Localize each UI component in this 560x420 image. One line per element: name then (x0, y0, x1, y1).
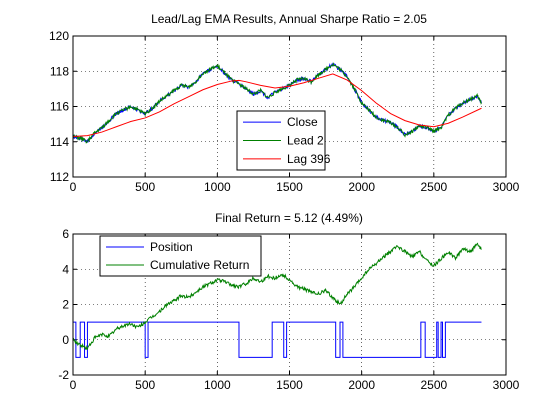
bottom-chart: Final Return = 5.12 (4.49%) 0 500 1000 1500… (58, 211, 519, 392)
bottom-y-tick-label: 4 (62, 262, 69, 276)
top-chart: Lead/Lag EMA Results, Annual Sharpe Rati… (49, 12, 520, 194)
top-x-tick-label: 1500 (276, 180, 303, 194)
bottom-x-tick-label: 3000 (493, 378, 520, 392)
bottom-legend-box (99, 235, 262, 277)
top-x-tick-label: 2000 (348, 180, 375, 194)
top-y-tick-label: 120 (49, 29, 69, 43)
top-y-tick-label: 112 (50, 170, 69, 184)
bottom-x-tick-label: 1000 (204, 378, 231, 392)
top-legend: Close Lead 2 Lag 396 (236, 110, 331, 171)
bottom-x-tick-label: 2000 (348, 378, 375, 392)
bottom-x-tick-label: 1500 (276, 378, 303, 392)
bottom-legend-label-cumulative-return: Cumulative Return (150, 258, 249, 272)
top-series-lag-396 (73, 73, 482, 137)
top-y-tick-label: 114 (50, 135, 69, 149)
bottom-legend: Position Cumulative Return (99, 235, 262, 277)
bottom-x-tick-label: 0 (70, 378, 77, 392)
top-axes-frame (72, 35, 507, 178)
bottom-axes-frame (72, 233, 507, 376)
top-x-tick-label: 2500 (420, 180, 447, 194)
bottom-chart-title: Final Return = 5.12 (4.49%) (215, 211, 363, 225)
top-x-tick-label: 3000 (493, 180, 520, 194)
bottom-x-tick-label: 500 (135, 378, 155, 392)
bottom-x-tick-label: 2500 (420, 378, 447, 392)
bottom-y-tick-label: 0 (62, 333, 69, 347)
top-x-tick-label: 500 (135, 180, 155, 194)
top-chart-title: Lead/Lag EMA Results, Annual Sharpe Rati… (151, 12, 427, 26)
top-x-tick-label: 0 (70, 180, 77, 194)
top-y-tick-label: 118 (50, 64, 69, 78)
bottom-series-position (73, 321, 482, 358)
top-series-lead-2 (73, 62, 482, 144)
top-legend-label-lag-396: Lag 396 (287, 152, 331, 166)
bottom-y-tick-label: 6 (62, 227, 69, 241)
bottom-y-tick-label: -2 (58, 368, 69, 382)
bottom-y-tick-label: 2 (62, 298, 69, 312)
top-legend-label-lead-2: Lead 2 (287, 134, 324, 148)
bottom-series-cumulative-return (73, 242, 482, 351)
bottom-legend-label-position: Position (150, 240, 193, 254)
top-legend-label-close: Close (287, 115, 318, 129)
top-x-tick-label: 1000 (204, 180, 231, 194)
top-y-tick-label: 116 (50, 100, 69, 114)
